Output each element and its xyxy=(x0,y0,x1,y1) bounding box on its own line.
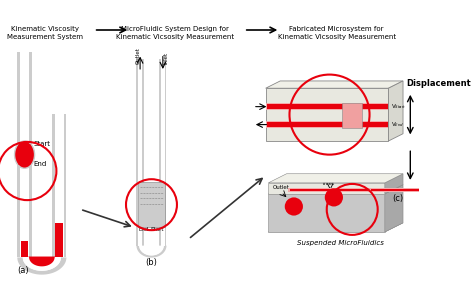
Polygon shape xyxy=(288,188,371,192)
Text: End: End xyxy=(139,227,149,232)
Polygon shape xyxy=(55,223,63,256)
Polygon shape xyxy=(389,81,403,141)
Text: Start: Start xyxy=(34,141,51,147)
Polygon shape xyxy=(23,257,61,271)
Polygon shape xyxy=(268,185,403,194)
Text: MicroFluidic System Design for
Kinematic Vicsosity Measurement: MicroFluidic System Design for Kinematic… xyxy=(116,26,234,40)
Polygon shape xyxy=(371,188,419,192)
Polygon shape xyxy=(138,59,142,246)
Text: Displacement: Displacement xyxy=(407,79,472,88)
Polygon shape xyxy=(137,246,166,258)
Polygon shape xyxy=(266,104,388,109)
Text: Outlet: Outlet xyxy=(136,47,141,64)
Polygon shape xyxy=(138,182,165,227)
Circle shape xyxy=(285,198,303,216)
Text: Suspended MicroFluidics: Suspended MicroFluidics xyxy=(297,240,383,246)
Polygon shape xyxy=(159,59,166,246)
Circle shape xyxy=(325,188,343,207)
Text: V$_{Start}$: V$_{Start}$ xyxy=(391,102,407,111)
Polygon shape xyxy=(268,183,385,194)
Polygon shape xyxy=(55,114,64,257)
Polygon shape xyxy=(268,223,403,232)
Polygon shape xyxy=(265,103,389,110)
Polygon shape xyxy=(385,185,403,232)
Polygon shape xyxy=(21,241,28,256)
Polygon shape xyxy=(52,114,66,257)
Text: Inlet: Inlet xyxy=(323,181,335,186)
Polygon shape xyxy=(161,59,165,246)
Polygon shape xyxy=(17,52,32,257)
Text: V$_{End}$: V$_{End}$ xyxy=(391,120,404,129)
Text: End: End xyxy=(34,161,47,167)
Polygon shape xyxy=(268,194,385,232)
Text: Fabricated Microsystem for
Kinematic Vicsosity Measurement: Fabricated Microsystem for Kinematic Vic… xyxy=(278,26,396,40)
Text: Kinematic Viscosity
Measurement System: Kinematic Viscosity Measurement System xyxy=(8,26,83,40)
Text: Start: Start xyxy=(151,227,164,232)
Text: Inlet: Inlet xyxy=(163,52,168,64)
Polygon shape xyxy=(28,256,55,266)
Polygon shape xyxy=(265,121,389,128)
Polygon shape xyxy=(371,189,419,191)
Polygon shape xyxy=(20,52,29,257)
Text: (c): (c) xyxy=(392,194,403,203)
Polygon shape xyxy=(137,59,144,246)
Polygon shape xyxy=(342,103,362,128)
Text: (b): (b) xyxy=(146,258,157,267)
Polygon shape xyxy=(385,174,403,194)
Text: (a): (a) xyxy=(17,266,28,275)
Polygon shape xyxy=(290,189,369,191)
Polygon shape xyxy=(17,257,66,275)
Polygon shape xyxy=(139,246,164,255)
Polygon shape xyxy=(265,88,389,141)
Ellipse shape xyxy=(15,141,35,168)
Polygon shape xyxy=(268,174,403,183)
Polygon shape xyxy=(266,122,388,127)
Polygon shape xyxy=(265,81,403,88)
Text: Outlet: Outlet xyxy=(273,185,290,190)
